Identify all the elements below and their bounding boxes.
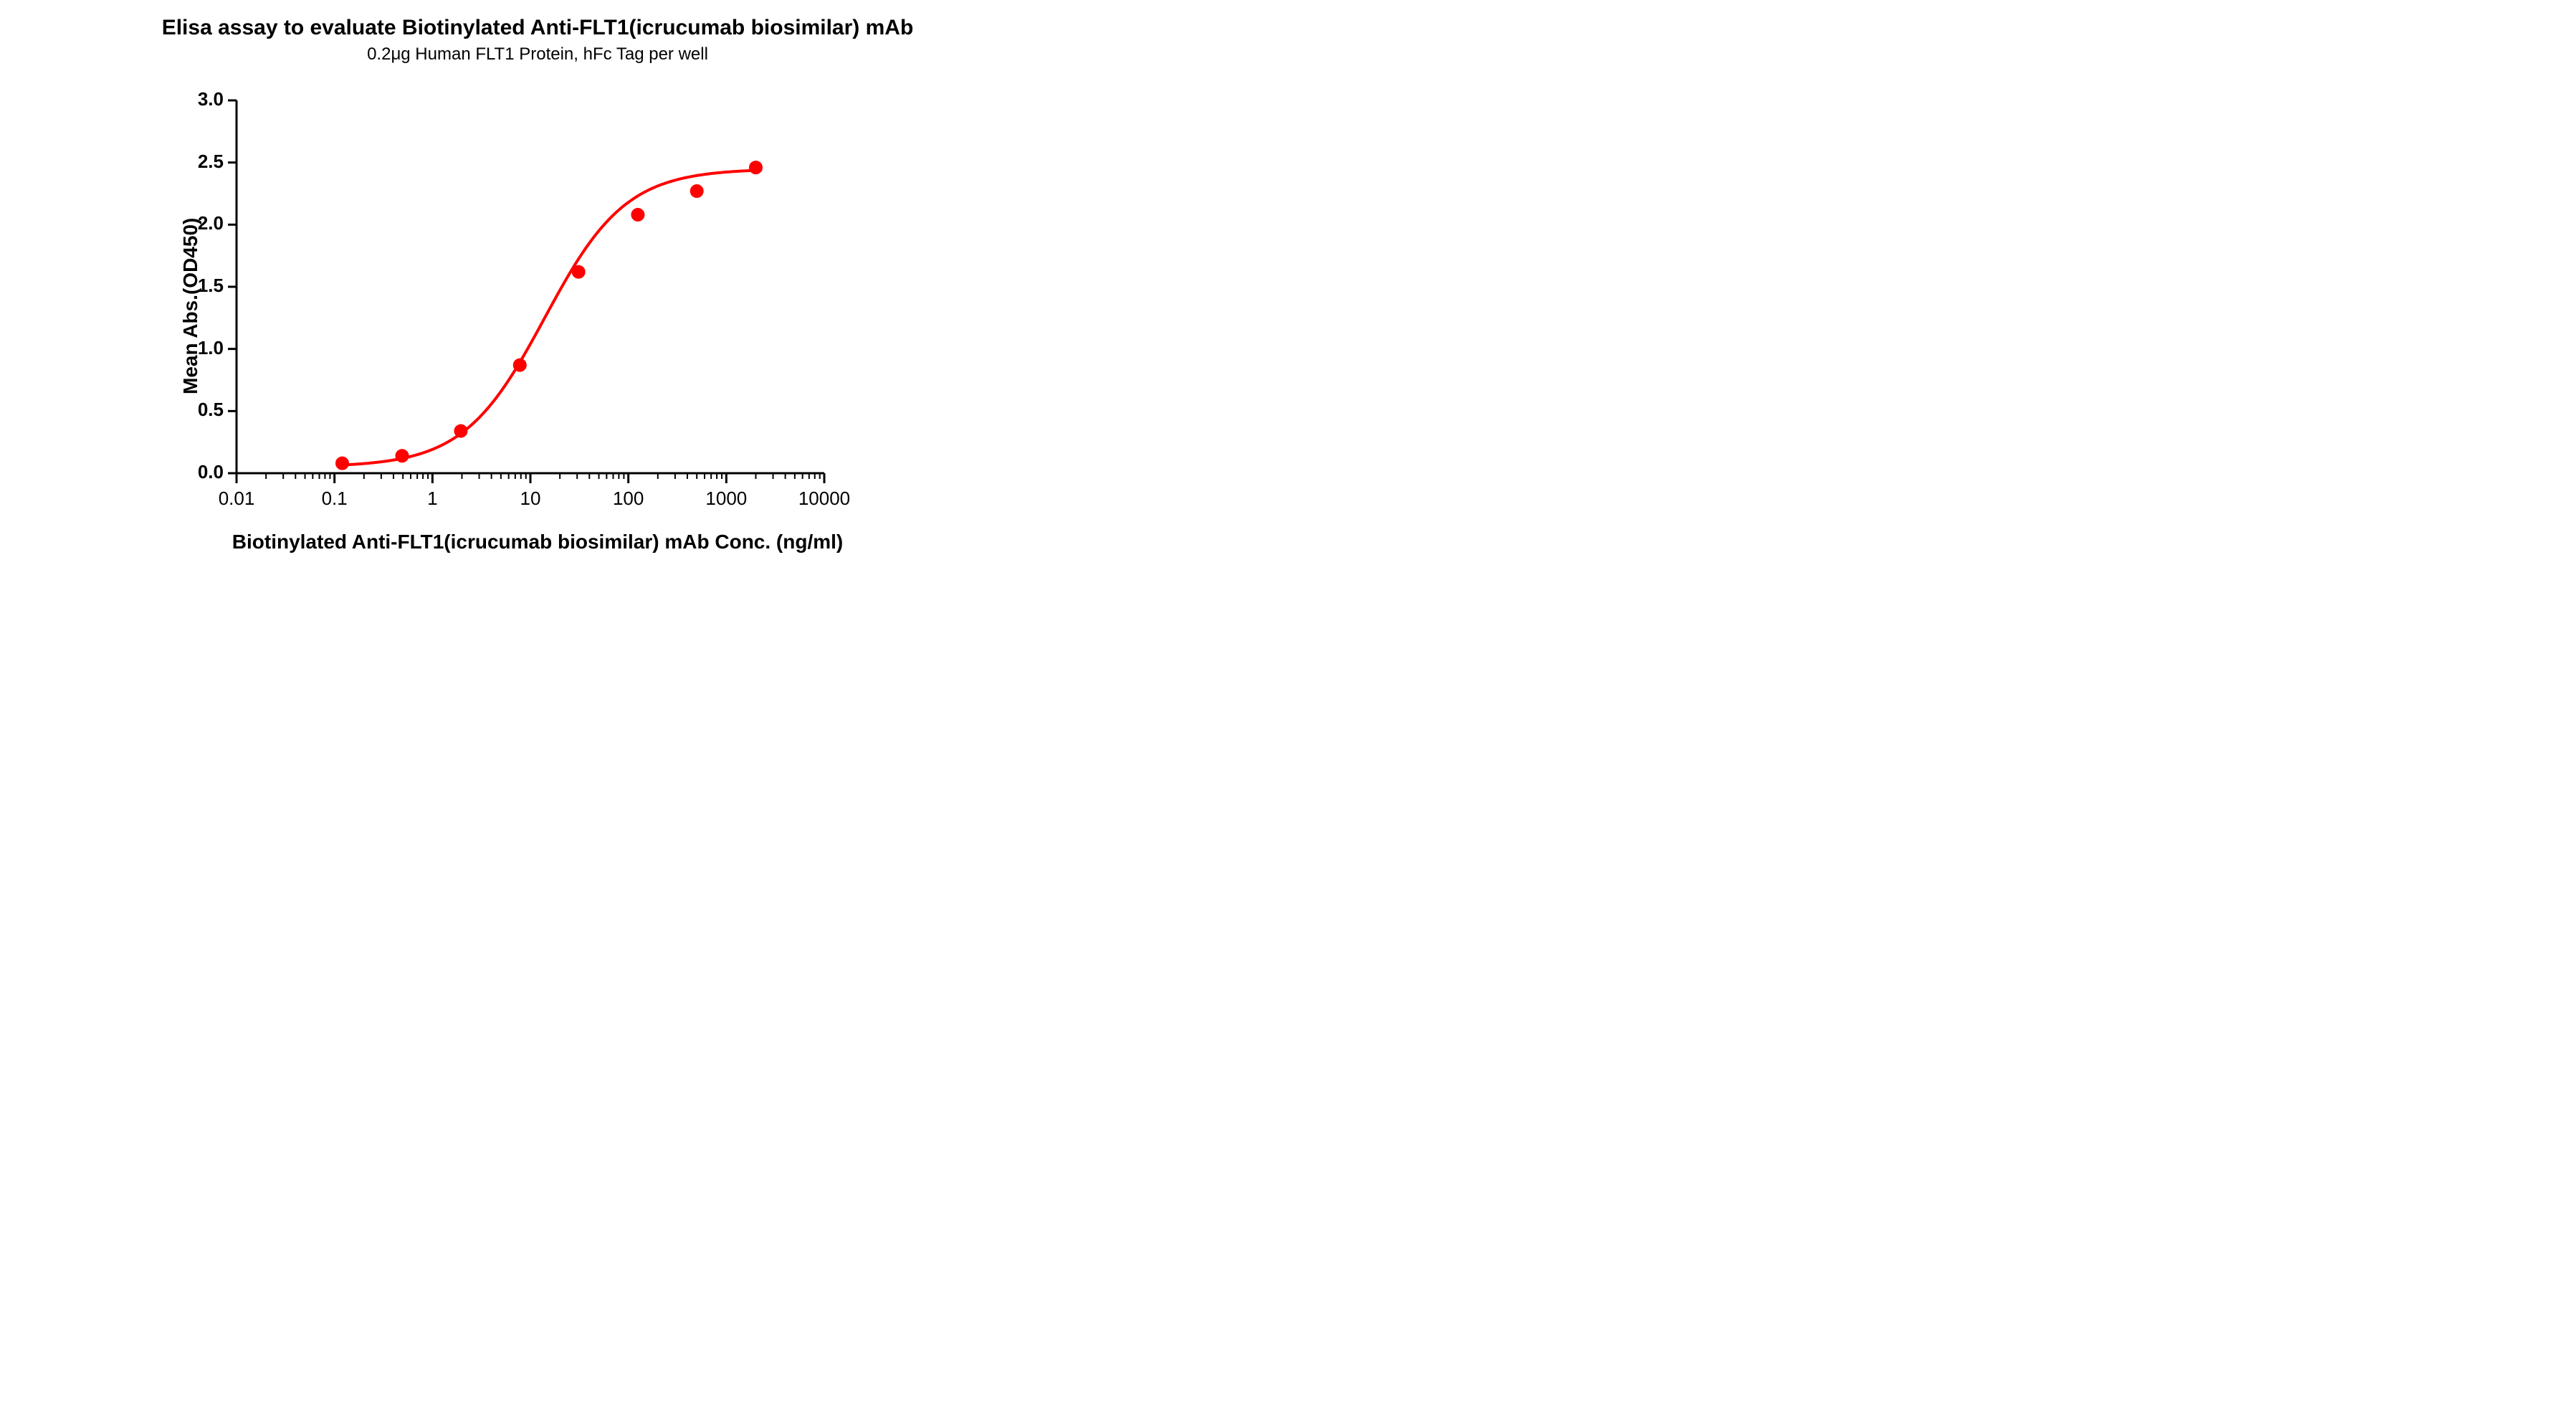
data-points-group	[335, 161, 762, 470]
x-tick-label: 0.1	[322, 488, 348, 510]
fit-curve-group	[338, 170, 761, 465]
y-tick-label: 2.0	[173, 212, 224, 234]
y-tick-label: 0.5	[173, 399, 224, 421]
x-tick-label: 1	[427, 488, 437, 510]
x-tick-label: 100	[613, 488, 644, 510]
y-tick-label: 0.0	[173, 461, 224, 483]
x-tick-label: 1000	[705, 488, 747, 510]
x-tick-label: 0.01	[219, 488, 255, 510]
x-tick-label: 10000	[798, 488, 850, 510]
x-tick-label: 10	[520, 488, 541, 510]
y-tick-label: 2.5	[173, 151, 224, 173]
y-tick-label: 1.0	[173, 337, 224, 359]
y-tick-label: 3.0	[173, 88, 224, 110]
y-tick-label: 1.5	[173, 275, 224, 297]
chart-stage: Elisa assay to evaluate Biotinylated Ant…	[0, 0, 1075, 588]
axes-group	[228, 100, 824, 483]
